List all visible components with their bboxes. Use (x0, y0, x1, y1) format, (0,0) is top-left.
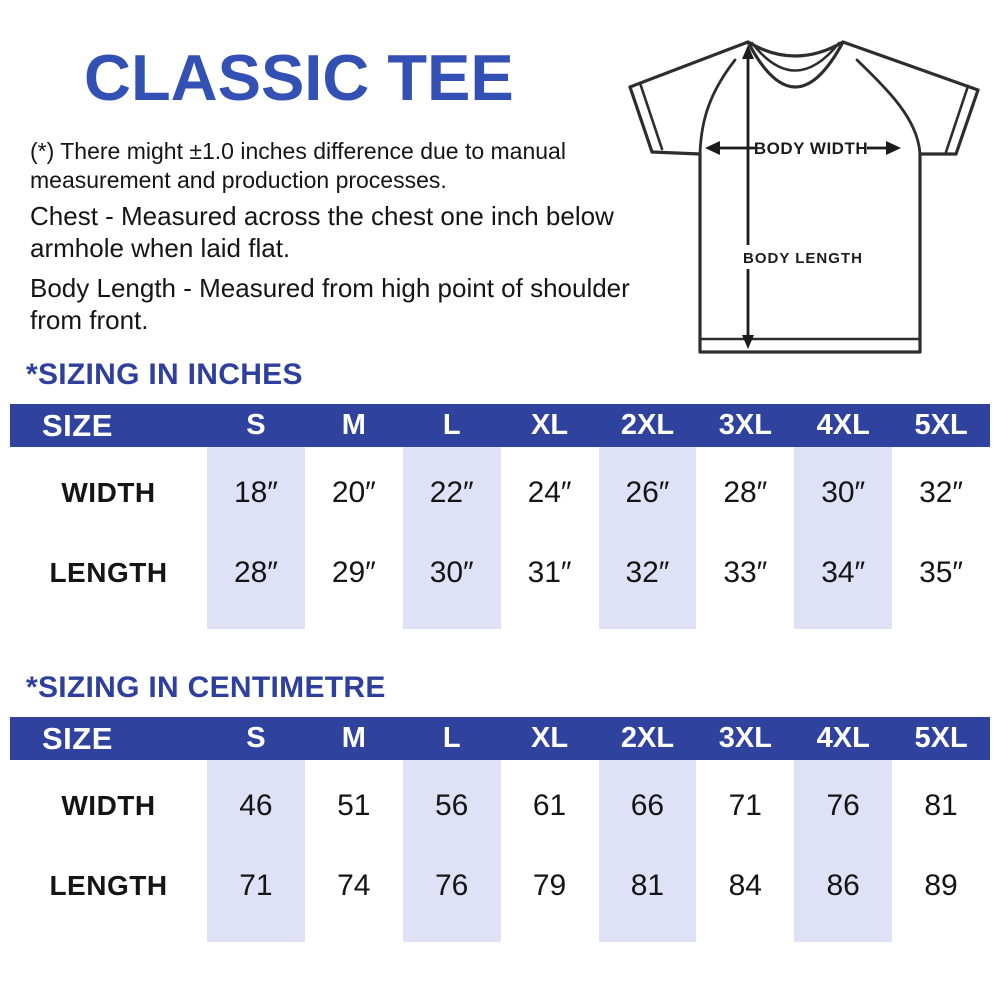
inches-table-header: SIZE S M L XL 2XL 3XL 4XL 5XL (10, 404, 990, 447)
size-cell: 84 (728, 869, 762, 902)
size-cell: 76 (826, 789, 860, 822)
size-cell: 28″ (233, 556, 278, 589)
size-cell: 86 (826, 869, 860, 902)
size-cell: 20″ (331, 476, 376, 509)
tshirt-outline (628, 40, 980, 354)
size-column-5xl: 32″ 35″ (892, 447, 990, 629)
size-cell: 74 (337, 869, 371, 902)
size-column-l: 56 76 (402, 760, 501, 942)
size-column-xl: 61 79 (501, 760, 599, 942)
body-width-arrow: BODY WIDTH (705, 134, 901, 161)
body-length-arrow: BODY LENGTH (737, 45, 863, 349)
header-cell-l: L (442, 409, 461, 441)
size-cell: 66 (630, 789, 665, 822)
size-column-4xl: 76 86 (794, 760, 893, 942)
size-column-xl: 24″ 31″ (501, 447, 599, 629)
header-section: CLASSIC TEE (*) There might ±1.0 inches … (0, 0, 1000, 354)
size-cell: 26″ (625, 476, 670, 509)
header-cell-size: SIZE (42, 720, 113, 756)
size-column-5xl: 81 89 (892, 760, 990, 942)
inches-table: SIZE S M L XL 2XL 3XL 4XL 5XL WIDTH LENG… (10, 404, 990, 629)
header-cell-2xl: 2XL (620, 409, 675, 441)
size-column-s: 46 71 (207, 760, 305, 942)
tshirt-diagram: BODY LENGTH BODY WIDTH (628, 40, 980, 354)
row-label-width: WIDTH (61, 790, 156, 821)
size-column-m: 51 74 (305, 760, 403, 942)
size-cell: 30″ (821, 476, 866, 509)
row-label-length: LENGTH (49, 557, 168, 588)
centimetre-table: SIZE S M L XL 2XL 3XL 4XL 5XL WIDTH LENG… (10, 717, 990, 942)
size-column-l: 22″ 30″ (402, 447, 501, 629)
header-cell-xl: XL (531, 722, 569, 754)
header-cell-5xl: 5XL (914, 722, 968, 754)
inches-table-body: WIDTH LENGTH 18″ 28″ 20″ 29″ 22″ 30″ 24″ (10, 447, 990, 629)
body-width-label: BODY WIDTH (754, 139, 868, 158)
row-label-width: WIDTH (61, 477, 156, 508)
header-cell-3xl: 3XL (718, 722, 772, 754)
size-column-4xl: 30″ 34″ (794, 447, 893, 629)
header-cell-5xl: 5XL (914, 409, 968, 441)
header-cell-m: M (341, 409, 366, 441)
centimetre-table-header: SIZE S M L XL 2XL 3XL 4XL 5XL (10, 717, 990, 760)
size-cell: 34″ (821, 556, 866, 589)
size-cell: 18″ (233, 476, 278, 509)
centimetre-section: *SIZING IN CENTIMETRE SIZE S M L XL 2XL … (0, 669, 1000, 942)
header-cell-2xl: 2XL (620, 722, 675, 754)
size-cell: 79 (532, 869, 567, 902)
header-cell-4xl: 4XL (816, 722, 870, 754)
size-cell: 31″ (527, 556, 572, 589)
size-cell: 81 (630, 869, 665, 902)
centimetre-table-body: WIDTH LENGTH 46 71 51 74 56 76 61 79 (10, 760, 990, 942)
size-cell: 46 (239, 789, 273, 822)
size-cell: 76 (435, 869, 469, 902)
size-column-3xl: 28″ 33″ (696, 447, 794, 629)
size-column-m: 20″ 29″ (305, 447, 403, 629)
size-cell: 71 (728, 789, 762, 822)
size-cell: 33″ (723, 556, 768, 589)
header-cell-s: S (246, 722, 266, 754)
size-column-s: 18″ 28″ (207, 447, 305, 629)
size-cell: 29″ (331, 556, 376, 589)
row-label-length: LENGTH (49, 870, 168, 901)
size-column-2xl: 26″ 32″ (598, 447, 697, 629)
header-cell-3xl: 3XL (718, 409, 772, 441)
size-cell: 22″ (429, 476, 474, 509)
header-cell-4xl: 4XL (816, 409, 870, 441)
size-column-2xl: 66 81 (598, 760, 697, 942)
size-cell: 35″ (919, 556, 964, 589)
tolerance-note: (*) There might ±1.0 inches difference d… (30, 138, 566, 194)
body-length-label: BODY LENGTH (743, 250, 863, 267)
header-cell-xl: XL (531, 409, 569, 441)
header-cell-m: M (341, 722, 366, 754)
size-cell: 71 (239, 869, 273, 902)
inches-section: *SIZING IN INCHES SIZE S M L XL 2XL 3XL … (0, 356, 1000, 629)
size-cell: 51 (337, 789, 371, 822)
size-cell: 24″ (527, 476, 572, 509)
size-cell: 30″ (429, 556, 474, 589)
size-column-3xl: 71 84 (696, 760, 794, 942)
row-labels-column: WIDTH LENGTH (10, 760, 207, 942)
chest-note: Chest - Measured across the chest one in… (30, 201, 614, 263)
header-cell-s: S (246, 409, 266, 441)
header-cell-l: L (442, 722, 461, 754)
size-cell: 32″ (625, 556, 670, 589)
inches-heading: *SIZING IN INCHES (26, 358, 303, 391)
body-length-note: Body Length - Measured from high point o… (30, 273, 630, 335)
page-title: CLASSIC TEE (84, 41, 514, 114)
size-cell: 89 (924, 869, 958, 902)
size-cell: 61 (532, 789, 567, 822)
centimetre-heading: *SIZING IN CENTIMETRE (26, 671, 386, 704)
row-labels-column: WIDTH LENGTH (10, 447, 207, 629)
size-cell: 56 (435, 789, 469, 822)
size-cell: 32″ (919, 476, 964, 509)
size-cell: 81 (924, 789, 958, 822)
size-cell: 28″ (723, 476, 768, 509)
header-cell-size: SIZE (42, 407, 113, 443)
